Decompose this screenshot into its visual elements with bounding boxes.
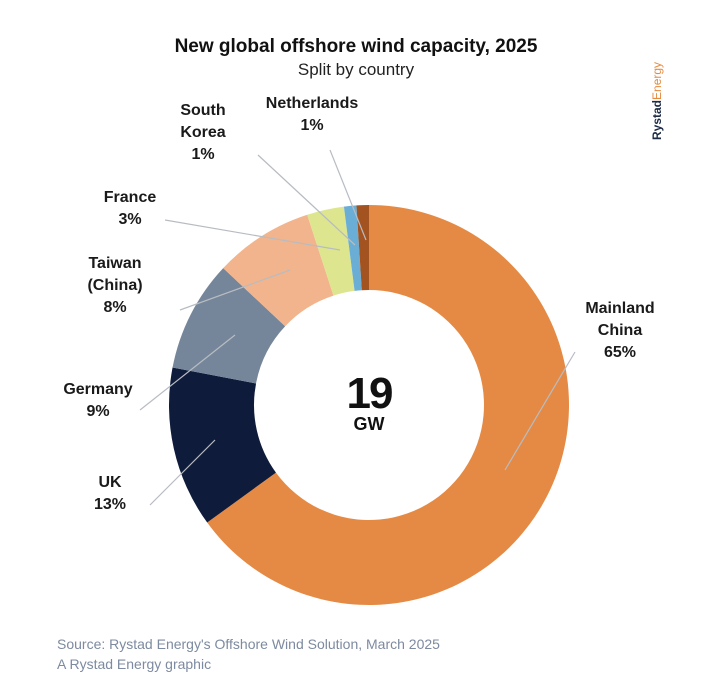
data-label: South Korea 1% (180, 102, 225, 163)
center-value: 19 (347, 369, 392, 418)
leader-line (257, 154, 356, 246)
leader-line (164, 219, 341, 251)
leader-line (329, 149, 367, 241)
source-note: Source: Rystad Energy's Offshore Wind So… (57, 634, 440, 674)
data-label: UK 13% (94, 474, 126, 513)
slice-south-korea (343, 205, 362, 291)
chart-subtitle: Split by country (297, 60, 415, 79)
leader-line (504, 351, 576, 471)
slice-germany (172, 268, 286, 384)
slice-uk (169, 367, 276, 523)
source-text: Source: Rystad Energy's Offshore Wind So… (57, 636, 440, 652)
center-unit: GW (354, 414, 385, 434)
slice-netherlands (356, 205, 369, 291)
slice-france (307, 206, 355, 296)
credit-text: A Rystad Energy graphic (57, 656, 212, 672)
chart-title: New global offshore wind capacity, 2025 (174, 36, 538, 57)
leader-line (179, 269, 291, 311)
slice-mainland-china (207, 205, 569, 606)
data-label: Netherlands 1% (266, 95, 359, 134)
slice-taiwan-china- (223, 214, 334, 327)
data-label: Mainland China 65% (585, 300, 654, 361)
data-label: France 3% (104, 189, 157, 228)
leader-line (139, 334, 236, 411)
data-label: Taiwan (China) 8% (87, 255, 142, 316)
leader-line (149, 439, 216, 506)
data-label: Germany 9% (63, 381, 132, 420)
